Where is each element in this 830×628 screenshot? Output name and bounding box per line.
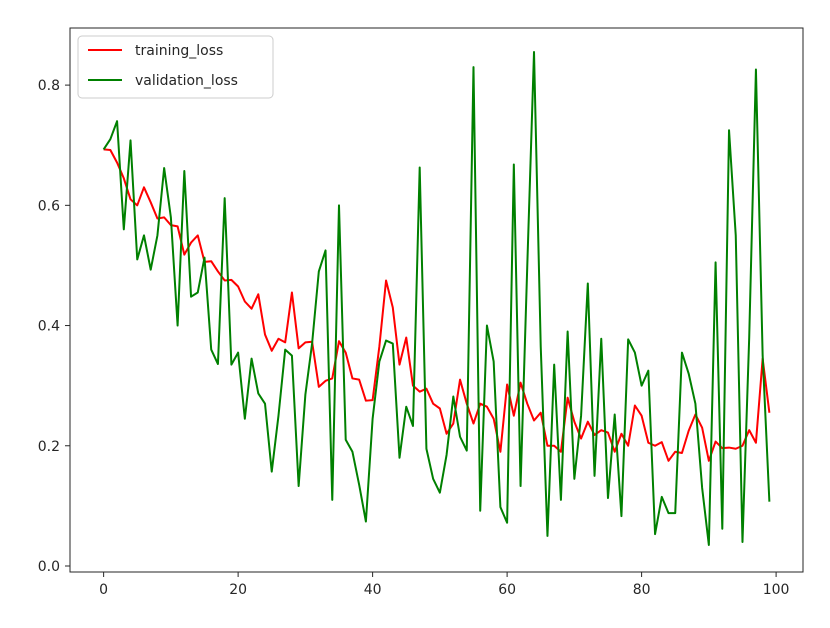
series-line-training-loss [103, 148, 771, 462]
legend-label-training-loss: training_loss [135, 43, 223, 59]
legend-label-validation-loss: validation_loss [135, 73, 238, 89]
x-tick-label: 100 [763, 582, 790, 598]
y-tick-label: 0.8 [38, 78, 60, 94]
legend-box [77, 35, 274, 99]
plot-area-frame [69, 27, 804, 573]
y-tick-label: 0.2 [38, 439, 60, 455]
y-tick-label: 0.6 [38, 198, 60, 214]
legend: training_loss validation_loss [77, 35, 274, 99]
x-tick-label: 0 [99, 582, 108, 598]
y-tick-label: 0.0 [38, 559, 60, 575]
y-axis: 0.0 0.2 0.4 0.6 0.8 [38, 78, 70, 575]
series-line-validation-loss [102, 51, 771, 546]
plot-lines [102, 51, 771, 546]
x-tick-label: 60 [498, 582, 516, 598]
x-tick-label: 40 [364, 582, 382, 598]
y-tick-label: 0.4 [38, 319, 60, 335]
x-tick-label: 20 [229, 582, 247, 598]
x-tick-label: 80 [633, 582, 651, 598]
x-axis: 0 20 40 60 80 100 [99, 572, 789, 598]
